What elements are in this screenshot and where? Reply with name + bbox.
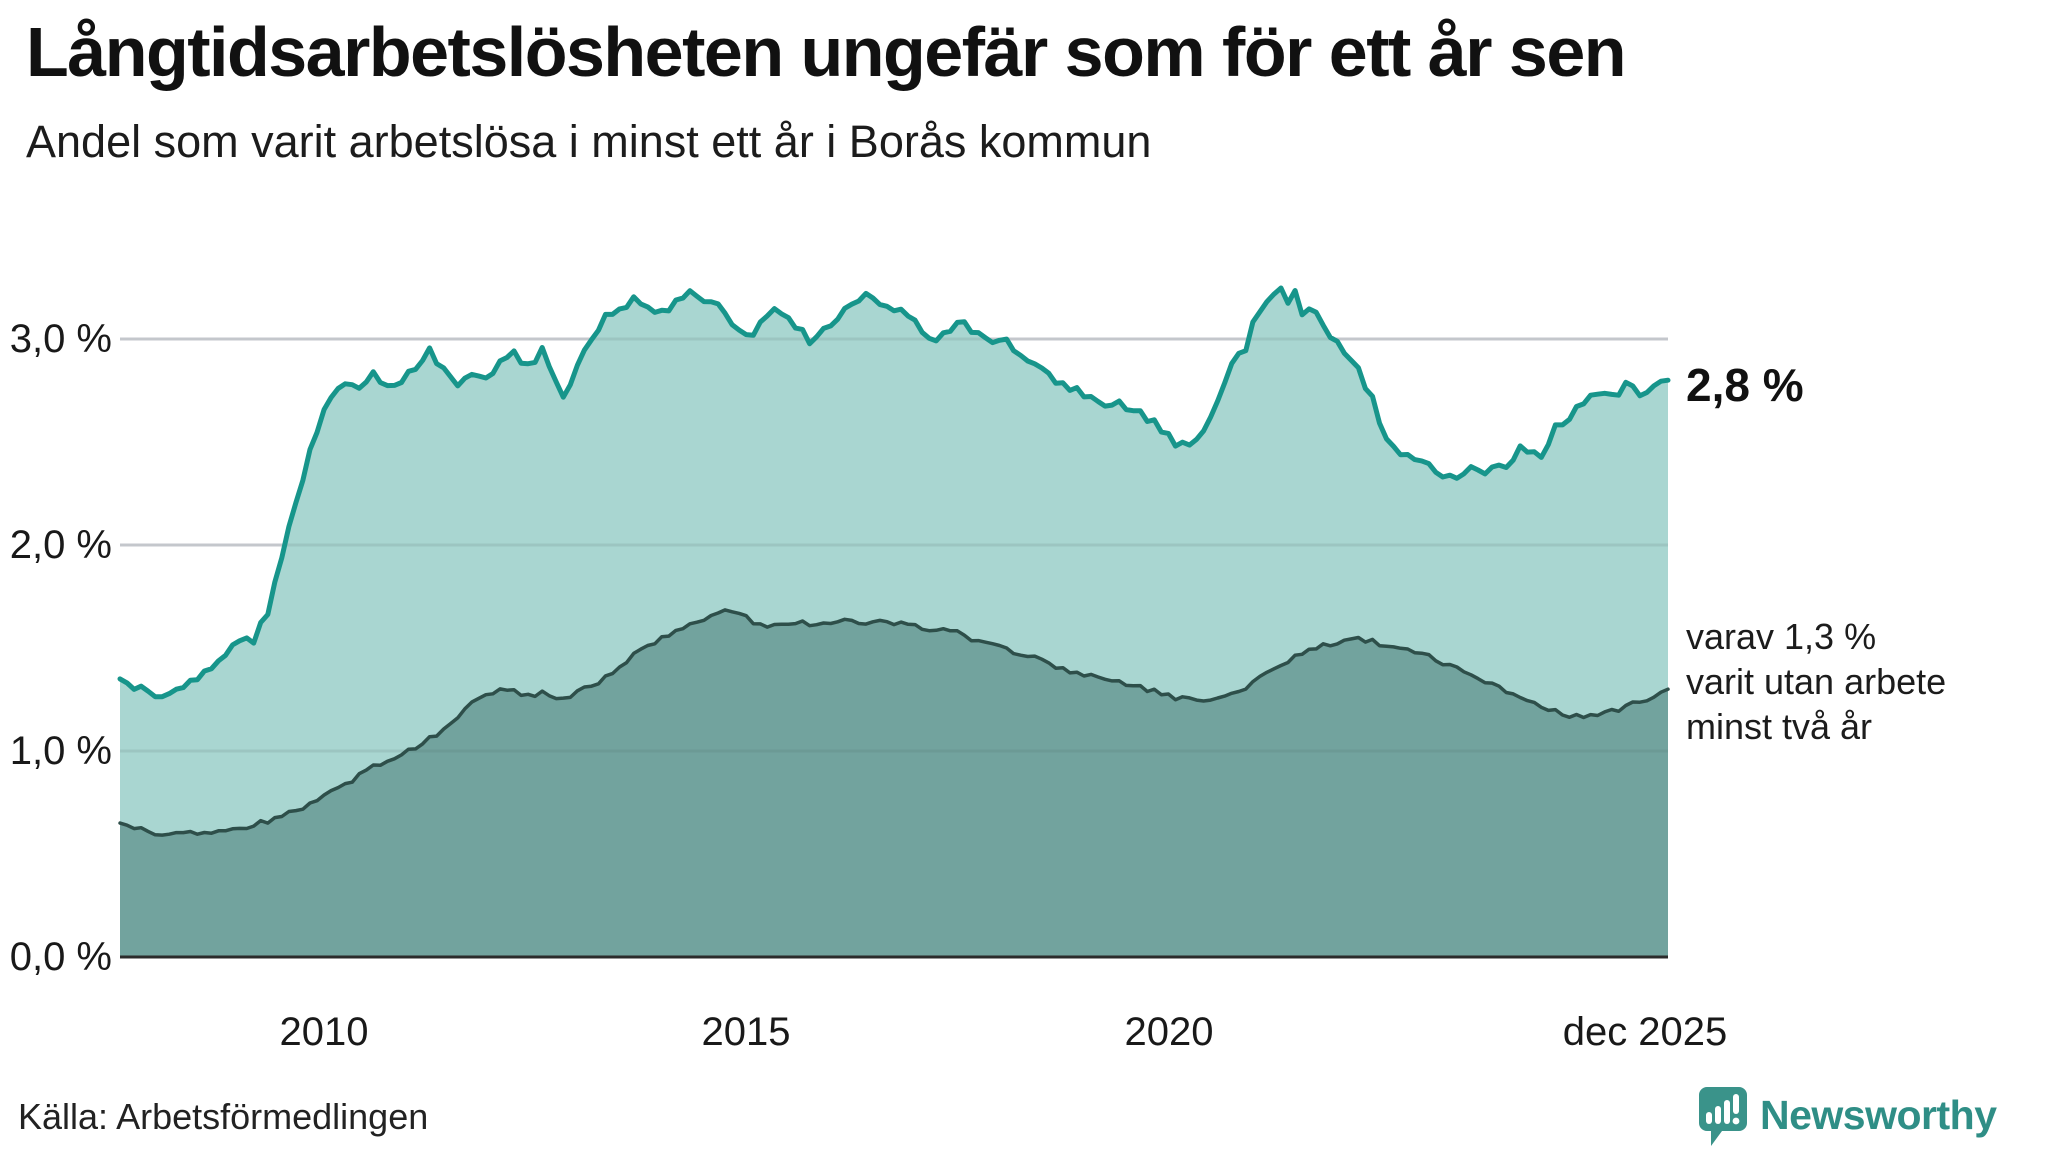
secondary-annotation-line-1: varav 1,3 % — [1686, 616, 1877, 657]
series-line-minst-ett-ar — [117, 285, 1671, 700]
x-axis-tick-label-dec-2025: dec 2025 — [1562, 1010, 1728, 1054]
y-axis-tick-label-1: 1,0 % — [9, 729, 112, 773]
y-axis-tick-label-0: 0,0 % — [9, 935, 112, 979]
x-axis-tick-label-2010: 2010 — [279, 1010, 369, 1054]
y-axis-tick-label-2: 2,0 % — [9, 523, 112, 567]
x-axis-tick-label-2015: 2015 — [701, 1010, 791, 1054]
page-title: Långtidsarbetslösheten ungefär som för e… — [26, 13, 1627, 91]
newsworthy-logo-icon — [1699, 1087, 1747, 1146]
gridlines — [120, 337, 1668, 753]
area-fill-minst-ett-ar — [120, 288, 1668, 957]
secondary-annotation-line-3: minst två år — [1686, 706, 1873, 747]
secondary-annotation-line-2: varit utan arbete — [1686, 661, 1947, 702]
x-axis-tick-label-2020: 2020 — [1124, 1010, 1214, 1054]
source-attribution: Källa: Arbetsförmedlingen — [18, 1096, 429, 1137]
gridlines-overlay — [120, 337, 1668, 753]
area-fill-minst-tva-ar — [120, 609, 1668, 957]
newsworthy-wordmark: Newsworthy — [1760, 1092, 1997, 1138]
chart-subtitle: Andel som varit arbetslösa i minst ett å… — [26, 116, 1152, 167]
y-axis-tick-label-3: 3,0 % — [9, 317, 112, 361]
series-line-minst-tva-ar — [118, 608, 1670, 837]
latest-value-label: 2,8 % — [1686, 359, 1804, 411]
secondary-series-annotation: varav 1,3 % varit utan arbete minst två … — [1686, 614, 1946, 749]
newsworthy-logo[interactable]: Newsworthy — [1698, 1086, 1997, 1148]
